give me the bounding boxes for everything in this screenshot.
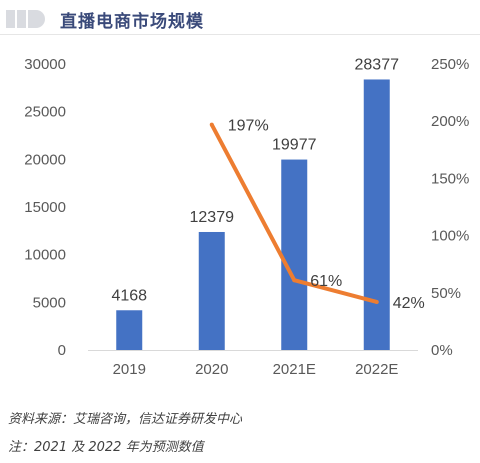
y-left-tick-label: 10000 [24,247,66,264]
y-right-tick-label: 0% [431,342,453,359]
y-left-tick-label: 5000 [33,294,66,311]
growth-point-2022E [374,299,379,304]
bar-value-label: 19977 [272,137,317,154]
x-tick-label: 2019 [113,361,146,378]
source-footnote: 资料来源：艾瑞咨询，信达证券研发中心 [8,412,243,427]
x-tick-label: 2020 [195,361,228,378]
y-right-tick-label: 50% [431,285,461,302]
y-left-tick-label: 25000 [24,104,66,121]
y-right-tick-label: 100% [431,228,469,245]
growth-value-label: 197% [228,118,269,135]
x-tick-label: 2022E [355,361,398,378]
bar-2021E [281,159,308,350]
bar-2022E [363,79,390,350]
bar-value-label: 12379 [190,209,235,226]
logo-mark-icon [6,10,45,28]
bar-value-label: 28377 [355,56,400,73]
y-left-tick-label: 20000 [24,151,66,168]
y-left-tick-label: 30000 [24,56,66,73]
y-right-tick-label: 250% [431,56,469,73]
header: 直播电商市场规模 [0,0,480,40]
growth-point-2020 [209,122,214,127]
bar-value-label: 4168 [111,287,147,304]
growth-value-label: 61% [310,273,342,290]
y-right-tick-label: 150% [431,170,469,187]
bar-line-chart: 0 5000 10000 15000 20000 25000 30000 0% 50% 100% 1… [24,56,469,378]
chart-title: 直播电商市场规模 [60,12,204,32]
y-left-tick-label: 0 [58,342,66,359]
growth-point-2021E [292,278,297,283]
bar-2020 [198,231,225,350]
y-right-tick-label: 200% [431,113,469,130]
growth-value-label: 42% [393,295,425,312]
header-divider [0,34,480,35]
bar-2019 [116,310,143,350]
y-left-tick-label: 15000 [24,199,66,216]
x-tick-label: 2021E [273,361,316,378]
note-footnote: 注：2021 及 2022 年为预测数值 [8,440,204,455]
